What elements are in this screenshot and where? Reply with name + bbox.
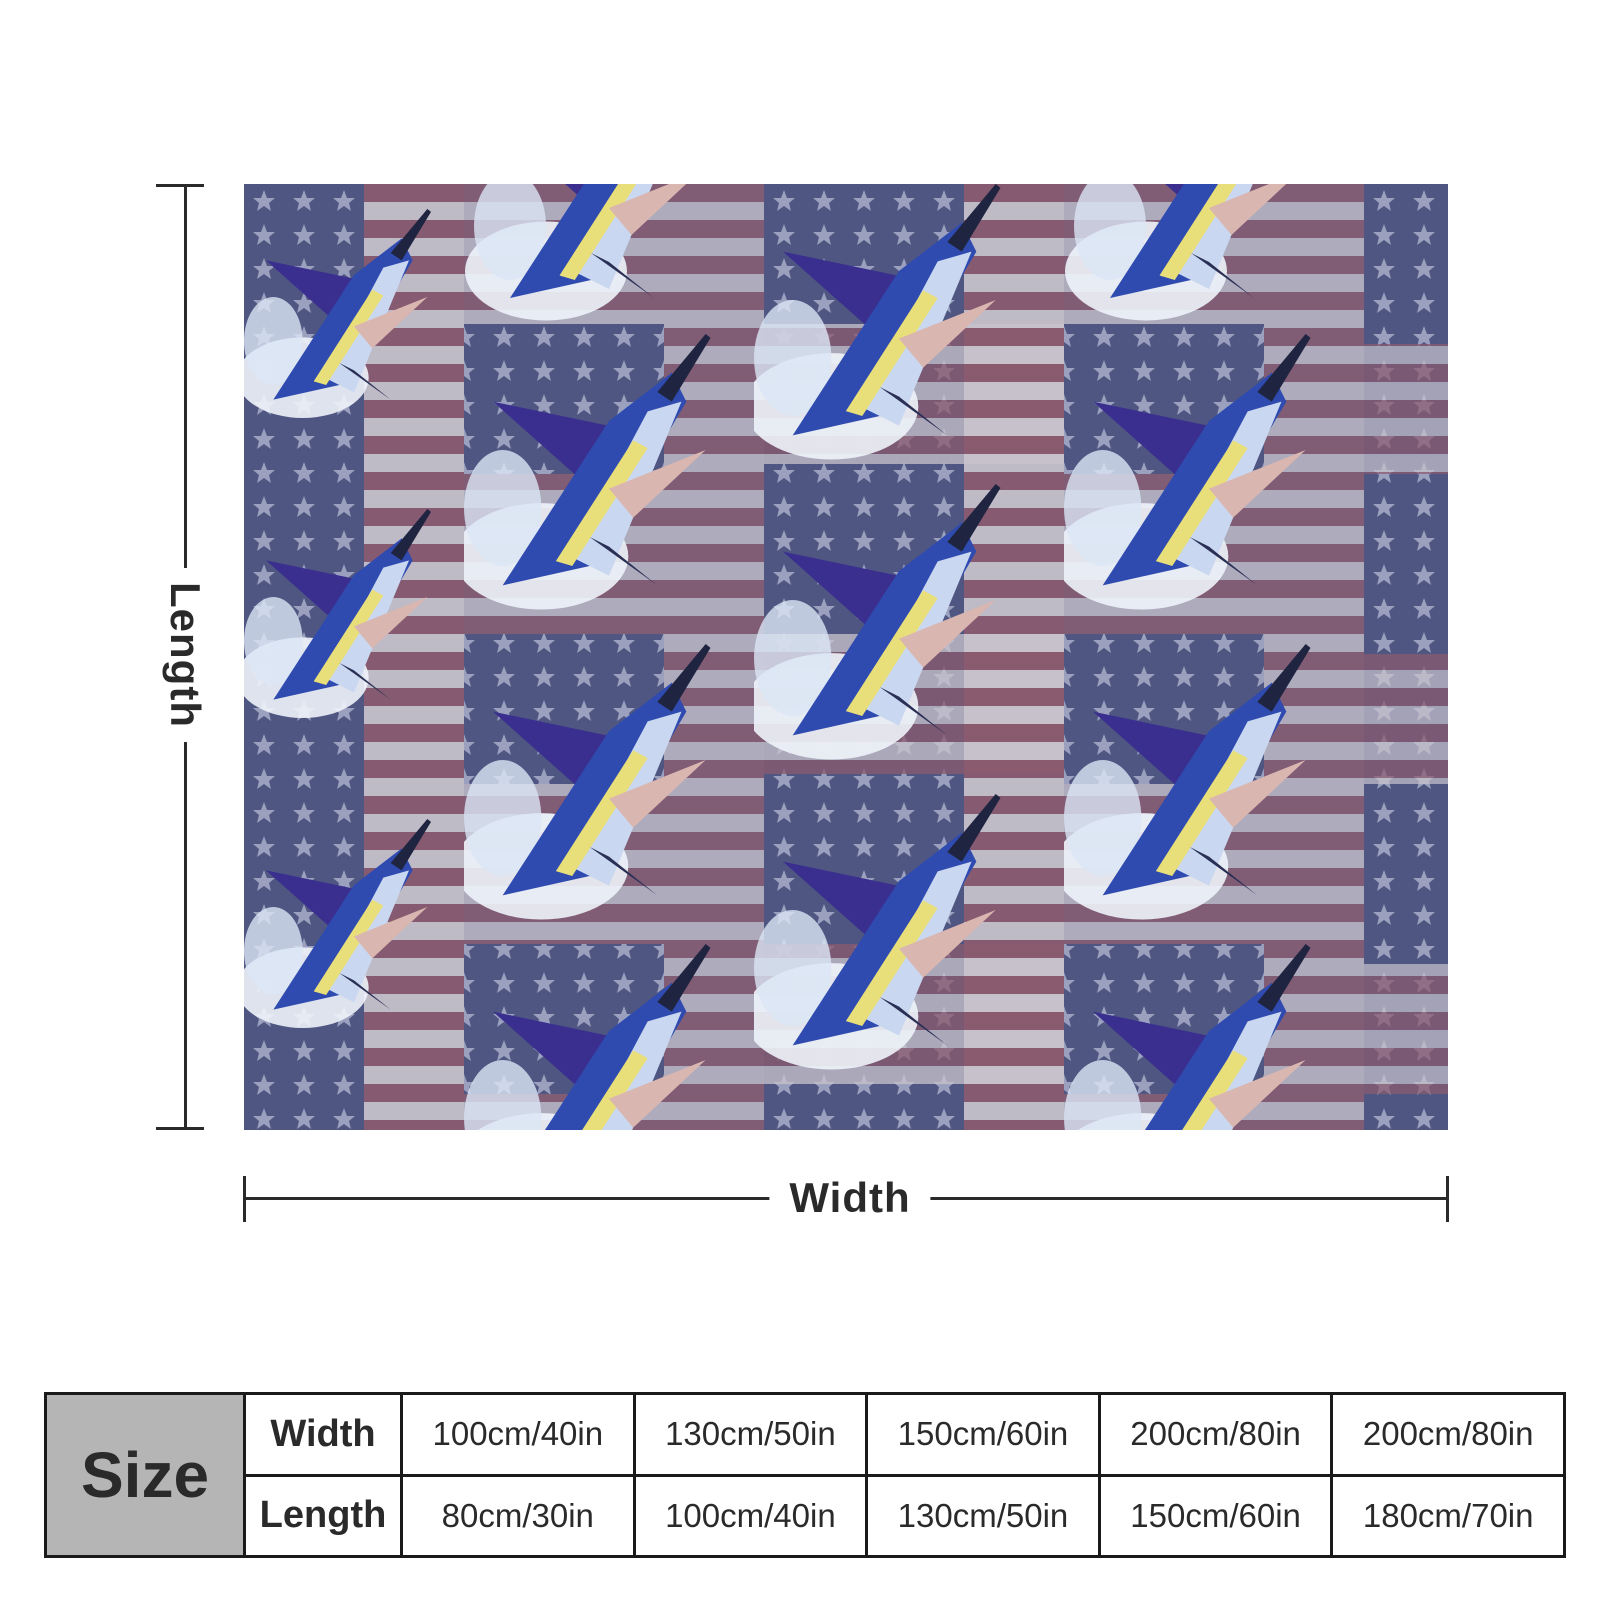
size-row-width: Size Width 100cm/40in 130cm/50in 150cm/6… [44,1392,1566,1558]
length-value-1: 80cm/30in [400,1473,636,1558]
width-value-2: 130cm/50in [632,1392,869,1477]
width-value-3: 150cm/60in [865,1392,1101,1477]
length-bottom-tick [156,1127,204,1130]
blanket-image [244,184,1448,1130]
size-chart-table: Size Width 100cm/40in 130cm/50in 150cm/6… [44,1392,1566,1558]
width-left-tick [243,1176,246,1222]
length-top-tick [156,184,204,187]
length-value-5: 180cm/70in [1330,1473,1566,1558]
length-label: Length [161,568,209,742]
width-value-4: 200cm/80in [1097,1392,1334,1477]
size-row-length: Length 80cm/30in 100cm/40in 130cm/50in 1… [46,1473,1566,1558]
length-value-4: 150cm/60in [1097,1473,1334,1558]
width-value-5: 200cm/80in [1330,1392,1566,1477]
row-label-width: Width [243,1392,403,1477]
row-label-length: Length [243,1473,403,1558]
length-value-2: 100cm/40in [632,1473,869,1558]
width-label: Width [769,1174,931,1222]
width-right-tick [1446,1176,1449,1222]
size-header: Size [44,1392,246,1558]
width-value-1: 100cm/40in [400,1392,636,1477]
length-value-3: 130cm/50in [865,1473,1101,1558]
